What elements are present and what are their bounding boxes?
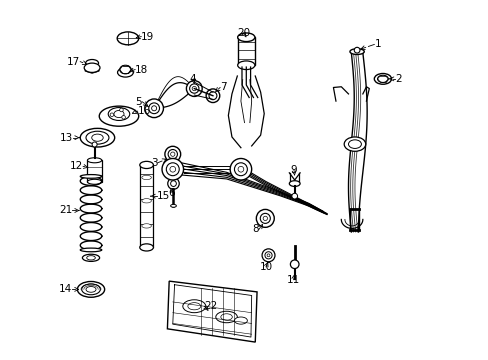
Ellipse shape (237, 33, 254, 41)
Circle shape (167, 178, 179, 189)
Ellipse shape (82, 254, 100, 261)
Ellipse shape (86, 287, 96, 292)
Text: 18: 18 (135, 64, 148, 75)
Text: 19: 19 (141, 32, 154, 41)
Text: 10: 10 (259, 262, 272, 272)
Ellipse shape (142, 224, 151, 228)
Ellipse shape (140, 244, 153, 251)
Ellipse shape (114, 111, 124, 118)
Ellipse shape (77, 282, 104, 297)
Text: 22: 22 (204, 301, 217, 311)
Circle shape (170, 152, 175, 156)
Circle shape (208, 92, 217, 100)
Text: 9: 9 (290, 165, 297, 175)
Circle shape (291, 193, 297, 199)
Text: 3: 3 (151, 158, 158, 168)
Circle shape (186, 81, 202, 96)
Text: 20: 20 (236, 28, 249, 38)
Circle shape (144, 99, 163, 118)
Circle shape (353, 47, 359, 53)
Ellipse shape (86, 256, 95, 260)
Ellipse shape (377, 75, 387, 82)
Ellipse shape (92, 134, 103, 141)
Circle shape (290, 260, 298, 269)
Ellipse shape (117, 68, 133, 77)
Circle shape (170, 181, 176, 186)
Bar (87, 160, 102, 182)
Ellipse shape (120, 65, 131, 74)
Text: 7: 7 (220, 82, 226, 93)
Circle shape (122, 116, 125, 119)
Ellipse shape (187, 303, 201, 310)
Text: 15: 15 (156, 191, 169, 201)
Ellipse shape (99, 106, 139, 126)
Ellipse shape (221, 314, 232, 320)
Text: 5: 5 (135, 97, 142, 107)
Circle shape (168, 149, 177, 159)
Circle shape (162, 158, 183, 180)
Circle shape (266, 254, 269, 257)
Ellipse shape (142, 199, 151, 203)
Ellipse shape (80, 129, 115, 147)
Ellipse shape (117, 32, 139, 45)
Ellipse shape (81, 284, 100, 295)
Ellipse shape (140, 161, 153, 168)
Ellipse shape (349, 49, 364, 54)
Ellipse shape (348, 140, 361, 148)
Ellipse shape (142, 175, 151, 180)
Circle shape (263, 216, 267, 221)
Text: 6: 6 (168, 188, 175, 198)
Text: 17: 17 (67, 57, 80, 67)
Circle shape (110, 113, 114, 117)
Circle shape (166, 163, 179, 176)
Text: 1: 1 (373, 40, 380, 49)
Circle shape (256, 210, 274, 227)
Text: 8: 8 (252, 225, 258, 234)
Text: 12: 12 (70, 161, 83, 171)
Ellipse shape (237, 61, 254, 69)
Ellipse shape (373, 73, 391, 84)
Text: 4: 4 (189, 74, 196, 84)
Ellipse shape (183, 300, 205, 313)
Polygon shape (167, 281, 257, 342)
Circle shape (169, 166, 175, 172)
Ellipse shape (215, 311, 237, 323)
Ellipse shape (87, 158, 102, 163)
Circle shape (164, 146, 180, 162)
Circle shape (238, 166, 244, 172)
Circle shape (151, 106, 156, 111)
Circle shape (264, 252, 271, 259)
Ellipse shape (85, 59, 99, 67)
Text: 16: 16 (137, 106, 151, 116)
Circle shape (260, 213, 270, 224)
Circle shape (120, 108, 123, 112)
Circle shape (189, 84, 199, 93)
Ellipse shape (80, 248, 102, 252)
Circle shape (230, 158, 251, 180)
Text: 14: 14 (59, 284, 72, 294)
Circle shape (206, 89, 219, 103)
Ellipse shape (86, 131, 109, 144)
Circle shape (262, 249, 274, 262)
Circle shape (92, 142, 97, 147)
Circle shape (234, 163, 247, 176)
Text: 2: 2 (394, 74, 401, 84)
Bar (237, 37, 254, 65)
Ellipse shape (80, 175, 102, 178)
Text: 11: 11 (286, 275, 300, 285)
Ellipse shape (84, 63, 100, 72)
Ellipse shape (87, 179, 102, 184)
Ellipse shape (234, 317, 247, 324)
Circle shape (148, 103, 159, 114)
Ellipse shape (344, 137, 365, 151)
Text: 21: 21 (59, 206, 72, 216)
Circle shape (192, 86, 196, 91)
Text: 13: 13 (60, 133, 73, 143)
Ellipse shape (108, 108, 129, 121)
Ellipse shape (170, 204, 176, 207)
Ellipse shape (289, 181, 300, 186)
